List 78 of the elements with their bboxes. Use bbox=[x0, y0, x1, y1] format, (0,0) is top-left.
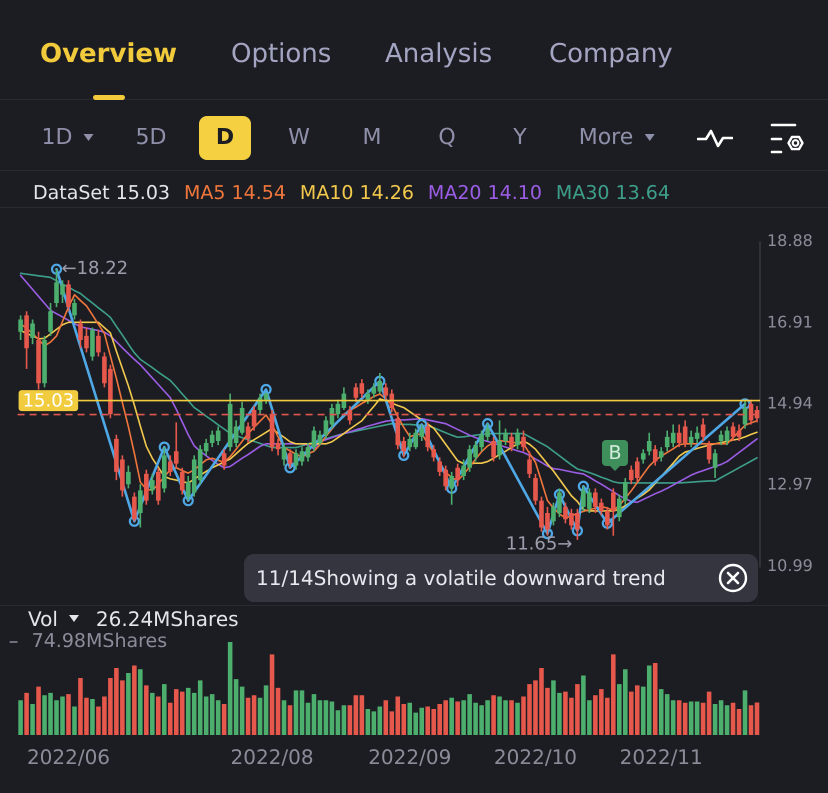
bar bbox=[455, 702, 460, 735]
point bbox=[739, 398, 751, 410]
y-tick-label: 10.99 bbox=[767, 556, 813, 576]
point bbox=[182, 495, 194, 506]
chart-title: DataSet 15.03 bbox=[33, 181, 170, 206]
bar bbox=[132, 666, 137, 735]
bar bbox=[162, 684, 167, 735]
ref-line-label: 15.03 bbox=[22, 390, 74, 412]
x-tick-label: 2022/10 bbox=[494, 745, 578, 770]
point bbox=[128, 516, 140, 527]
chart-title: Vol bbox=[28, 606, 58, 630]
candlestick bbox=[521, 430, 526, 452]
text: MA20 14.10 bbox=[428, 181, 542, 206]
bar bbox=[18, 700, 23, 735]
bar bbox=[742, 690, 748, 735]
bar bbox=[72, 706, 77, 735]
y-tick-label: 16.91 bbox=[767, 312, 813, 332]
bar bbox=[66, 694, 71, 735]
annotation: 11.65→ bbox=[506, 533, 572, 554]
text: 26.24MShares bbox=[96, 606, 239, 630]
bar bbox=[30, 704, 35, 735]
text: 5D bbox=[136, 125, 166, 150]
bar bbox=[24, 692, 29, 735]
bar bbox=[509, 700, 514, 735]
point bbox=[416, 418, 428, 430]
bar bbox=[491, 695, 496, 735]
y-tick-label: 12.97 bbox=[767, 474, 813, 494]
annotation: B bbox=[608, 442, 622, 464]
text: W bbox=[288, 125, 310, 150]
x-tick-label: 2022/11 bbox=[620, 745, 703, 770]
text: MA5 14.54 bbox=[184, 181, 286, 206]
text: D bbox=[199, 116, 251, 160]
point bbox=[482, 418, 494, 430]
text: MA10 14.26 bbox=[300, 181, 414, 206]
text: Options bbox=[231, 39, 332, 69]
bar bbox=[150, 692, 155, 735]
point bbox=[578, 480, 589, 492]
point bbox=[446, 482, 458, 494]
bar bbox=[126, 672, 131, 735]
bar bbox=[652, 663, 658, 735]
text: 1D bbox=[42, 125, 72, 150]
bar bbox=[282, 700, 286, 735]
annotation: ←18.22 bbox=[62, 258, 128, 279]
text: MA30 13.64 bbox=[556, 181, 670, 206]
text: Company bbox=[549, 39, 673, 69]
y-tick-label: 18.88 bbox=[767, 231, 813, 250]
y-tick-label: 14.94 bbox=[767, 393, 813, 412]
text: M bbox=[362, 125, 382, 150]
point bbox=[602, 518, 613, 529]
x-tick-label: 2022/06 bbox=[26, 745, 110, 770]
bar bbox=[144, 685, 149, 735]
text: Y bbox=[513, 125, 527, 150]
candlestick bbox=[503, 428, 508, 446]
x-tick-label: 2022/08 bbox=[230, 745, 314, 770]
text: Overview bbox=[40, 39, 178, 69]
bar bbox=[222, 704, 226, 735]
toast: 11/14Showing a volatile downward trend bbox=[244, 554, 758, 602]
point bbox=[572, 525, 583, 536]
text: Q bbox=[438, 125, 456, 150]
bar bbox=[156, 696, 161, 735]
text: Analysis bbox=[385, 39, 492, 69]
point bbox=[158, 442, 170, 453]
y-tick-label: 74.98MShares bbox=[32, 630, 168, 652]
bar bbox=[90, 699, 95, 735]
point bbox=[260, 384, 272, 396]
point bbox=[554, 488, 566, 500]
point bbox=[50, 264, 62, 275]
bar bbox=[288, 705, 292, 735]
bar bbox=[36, 686, 41, 735]
point bbox=[284, 462, 296, 474]
point bbox=[398, 450, 410, 461]
point bbox=[374, 376, 386, 387]
text: More bbox=[578, 125, 634, 150]
bar bbox=[138, 669, 143, 735]
bar bbox=[515, 702, 520, 735]
x-tick-label: 2022/09 bbox=[368, 745, 452, 770]
bar bbox=[449, 698, 454, 735]
annotation: 11/14Showing a volatile downward trend bbox=[256, 566, 666, 590]
